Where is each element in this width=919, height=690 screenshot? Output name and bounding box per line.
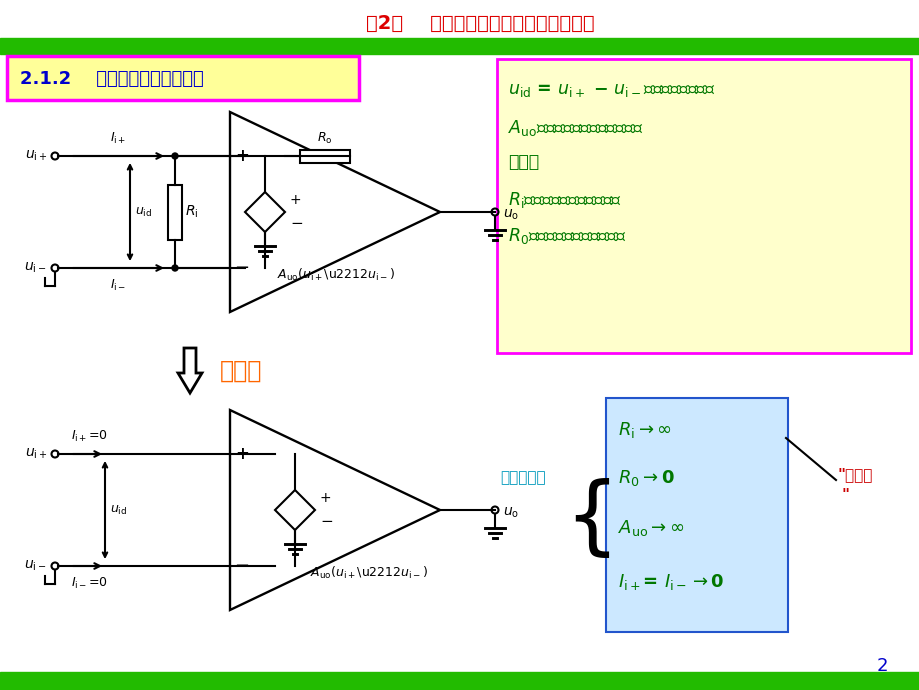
Circle shape xyxy=(172,265,177,271)
Text: $\it{I}_\mathrm{i-}$=0: $\it{I}_\mathrm{i-}$=0 xyxy=(71,576,108,591)
Text: $\it{I}_\mathrm{i+}$= $\it{I}_\mathrm{i-}$$\rightarrow$0: $\it{I}_\mathrm{i+}$= $\it{I}_\mathrm{i-… xyxy=(618,572,724,592)
Text: +: + xyxy=(320,491,331,505)
Text: −: − xyxy=(234,259,249,277)
Text: 第2章    集成运算放大器的线性应用基础: 第2章 集成运算放大器的线性应用基础 xyxy=(365,14,594,32)
Text: $\it{u}_\mathrm{o}$: $\it{u}_\mathrm{o}$ xyxy=(503,208,518,222)
FancyBboxPatch shape xyxy=(7,56,358,100)
Text: 2.1.2    集成运算放大器的模型: 2.1.2 集成运算放大器的模型 xyxy=(20,70,203,88)
Text: −: − xyxy=(320,515,333,529)
Text: $\it{I}_\mathrm{i+}$: $\it{I}_\mathrm{i+}$ xyxy=(110,131,127,146)
Text: ": " xyxy=(841,488,849,502)
Text: $\it{R}_\mathrm{i}$: $\it{R}_\mathrm{i}$ xyxy=(185,204,199,220)
Text: −: − xyxy=(234,557,249,575)
Text: $\it{A}_\mathrm{uo}$($\it{u}_\mathrm{i+}$\u2212$\it{u}_\mathrm{i-}$): $\it{A}_\mathrm{uo}$($\it{u}_\mathrm{i+}… xyxy=(277,267,394,283)
Text: $\it{u}_\mathrm{i-}$: $\it{u}_\mathrm{i-}$ xyxy=(25,559,47,573)
Text: $\it{R}_0$$\rightarrow$0: $\it{R}_0$$\rightarrow$0 xyxy=(618,468,674,488)
Text: 理想化条件: 理想化条件 xyxy=(499,471,545,486)
Bar xyxy=(0,672,919,690)
Text: $\it{u}_\mathrm{id}$: $\it{u}_\mathrm{id}$ xyxy=(135,206,152,219)
Text: +: + xyxy=(235,445,249,463)
Polygon shape xyxy=(244,192,285,232)
Text: $\it{R}_\mathrm{i}$：集成运放的输入电阻；: $\it{R}_\mathrm{i}$：集成运放的输入电阻； xyxy=(507,190,621,210)
Text: +: + xyxy=(289,193,301,207)
Bar xyxy=(300,150,349,163)
Bar xyxy=(0,38,919,54)
Text: −: − xyxy=(289,217,302,232)
Text: 2: 2 xyxy=(875,657,887,675)
Text: $\it{u}_\mathrm{i-}$: $\it{u}_\mathrm{i-}$ xyxy=(25,261,47,275)
Text: "虚断路: "虚断路 xyxy=(837,468,872,482)
Text: $\it{I}_\mathrm{i+}$=0: $\it{I}_\mathrm{i+}$=0 xyxy=(71,429,108,444)
Text: $\it{R}_0$：集成运放的输出电阻。: $\it{R}_0$：集成运放的输出电阻。 xyxy=(507,226,626,246)
Text: $\it{A}_\mathrm{uo}$：集成运放的开环电压放大: $\it{A}_\mathrm{uo}$：集成运放的开环电压放大 xyxy=(507,118,642,138)
Text: $\it{u}_\mathrm{o}$: $\it{u}_\mathrm{o}$ xyxy=(503,506,518,520)
Text: $\it{u}_\mathrm{i+}$: $\it{u}_\mathrm{i+}$ xyxy=(25,149,47,164)
Text: $\it{R}_\mathrm{o}$: $\it{R}_\mathrm{o}$ xyxy=(317,131,333,146)
Polygon shape xyxy=(177,348,202,393)
FancyBboxPatch shape xyxy=(496,59,910,353)
Text: $\it{R}_\mathrm{i}$$\rightarrow\infty$: $\it{R}_\mathrm{i}$$\rightarrow\infty$ xyxy=(618,420,671,440)
Text: $\it{u}_\mathrm{id}$ = $\it{u}_\mathrm{i+}$ − $\it{u}_\mathrm{i-}$：差模输入电压；: $\it{u}_\mathrm{id}$ = $\it{u}_\mathrm{i… xyxy=(507,81,715,99)
Text: $\it{A}_\mathrm{uo}$($\it{u}_\mathrm{i+}$\u2212$\it{u}_\mathrm{i-}$): $\it{A}_\mathrm{uo}$($\it{u}_\mathrm{i+}… xyxy=(310,565,427,581)
Text: $\it{u}_\mathrm{id}$: $\it{u}_\mathrm{id}$ xyxy=(110,504,127,517)
Text: $\it{I}_\mathrm{i-}$: $\it{I}_\mathrm{i-}$ xyxy=(110,278,127,293)
Polygon shape xyxy=(275,490,314,530)
Text: $\it{A}_\mathrm{uo}$$\rightarrow\infty$: $\it{A}_\mathrm{uo}$$\rightarrow\infty$ xyxy=(618,518,684,538)
Text: $\it{u}_\mathrm{i+}$: $\it{u}_\mathrm{i+}$ xyxy=(25,447,47,461)
Text: 理想化: 理想化 xyxy=(220,359,262,382)
Circle shape xyxy=(172,153,177,159)
Text: {: { xyxy=(564,478,618,562)
Bar xyxy=(168,184,182,239)
FancyBboxPatch shape xyxy=(606,398,788,632)
Text: +: + xyxy=(235,147,249,165)
Text: 倍数；: 倍数； xyxy=(507,153,539,171)
